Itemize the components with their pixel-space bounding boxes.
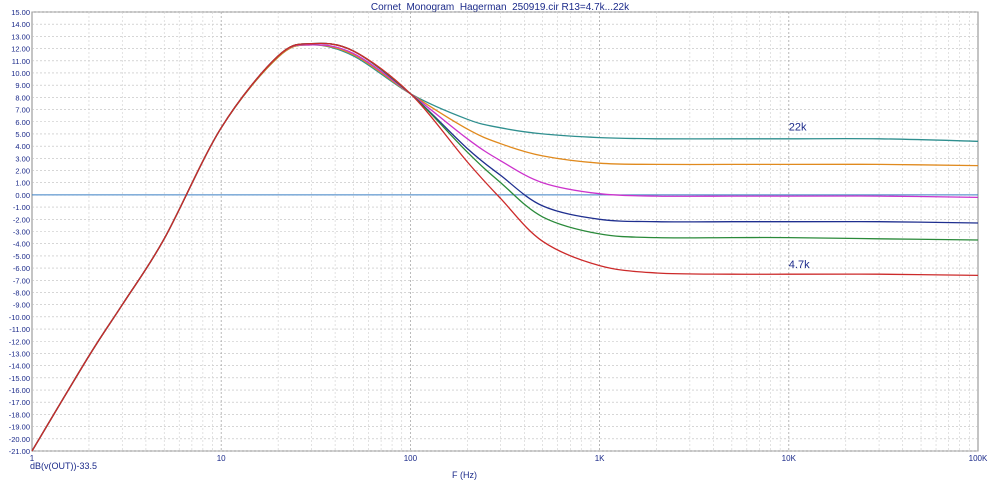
y-tick-label: -16.00 — [9, 386, 30, 395]
y-tick-label: -1.00 — [13, 203, 30, 212]
y-tick-label: -8.00 — [13, 288, 30, 297]
x-tick-label: 100K — [969, 454, 988, 463]
curve-annotation: 22k — [789, 121, 807, 133]
x-axis-label: F (Hz) — [452, 470, 477, 480]
y-tick-label: 13.00 — [11, 32, 30, 41]
y-tick-label: 5.00 — [15, 130, 30, 139]
x-tick-label: 10K — [782, 454, 797, 463]
y-tick-label: 15.00 — [11, 8, 30, 17]
y-tick-label: 1.00 — [15, 179, 30, 188]
y-tick-label: -15.00 — [9, 374, 30, 383]
x-tick-label: 100 — [404, 454, 418, 463]
y-tick-label: -21.00 — [9, 447, 30, 456]
y-tick-label: -3.00 — [13, 228, 30, 237]
y-tick-label: 12.00 — [11, 45, 30, 54]
y-tick-label: -14.00 — [9, 362, 30, 371]
chart-title: Cornet_Monogram_Hagerman_250919.cir R13=… — [370, 2, 630, 13]
y-tick-label: 11.00 — [12, 57, 30, 66]
series-line-6 — [31, 42, 979, 452]
y-tick-label: -10.00 — [9, 313, 30, 322]
y-tick-label: -19.00 — [9, 423, 30, 432]
y-tick-label: -12.00 — [9, 337, 30, 346]
x-tick-label: 1 — [30, 454, 35, 463]
y-tick-label: -17.00 — [9, 398, 30, 407]
curve-annotation: 4.7k — [789, 259, 810, 271]
y-tick-label: 9.00 — [15, 81, 30, 90]
y-tick-label: -5.00 — [13, 252, 30, 261]
y-tick-label: -9.00 — [13, 301, 30, 310]
y-tick-label: 7.00 — [15, 106, 30, 115]
y-tick-label: -7.00 — [13, 276, 30, 285]
y-tick-label: 2.00 — [15, 167, 30, 176]
y-tick-label: 14.00 — [11, 20, 30, 29]
y-axis-trace-label: dB(v(OUT))-33.5 — [30, 461, 98, 471]
y-tick-label: 6.00 — [15, 118, 30, 127]
y-tick-label: -4.00 — [13, 240, 30, 249]
y-tick-label: 10.00 — [11, 69, 30, 78]
y-tick-label: -11.00 — [9, 325, 30, 334]
y-tick-label: 8.00 — [15, 93, 30, 102]
x-tick-label: 10 — [217, 454, 226, 463]
y-tick-label: -20.00 — [9, 435, 30, 444]
y-tick-label: -6.00 — [13, 264, 30, 273]
y-tick-label: 4.00 — [15, 142, 30, 151]
y-tick-label: -13.00 — [9, 349, 30, 358]
y-tick-label: -18.00 — [9, 410, 30, 419]
y-tick-label: -2.00 — [13, 215, 30, 224]
x-tick-label: 1K — [595, 454, 605, 463]
y-tick-label: 3.00 — [15, 154, 30, 163]
y-tick-label: 0.00 — [15, 191, 30, 200]
